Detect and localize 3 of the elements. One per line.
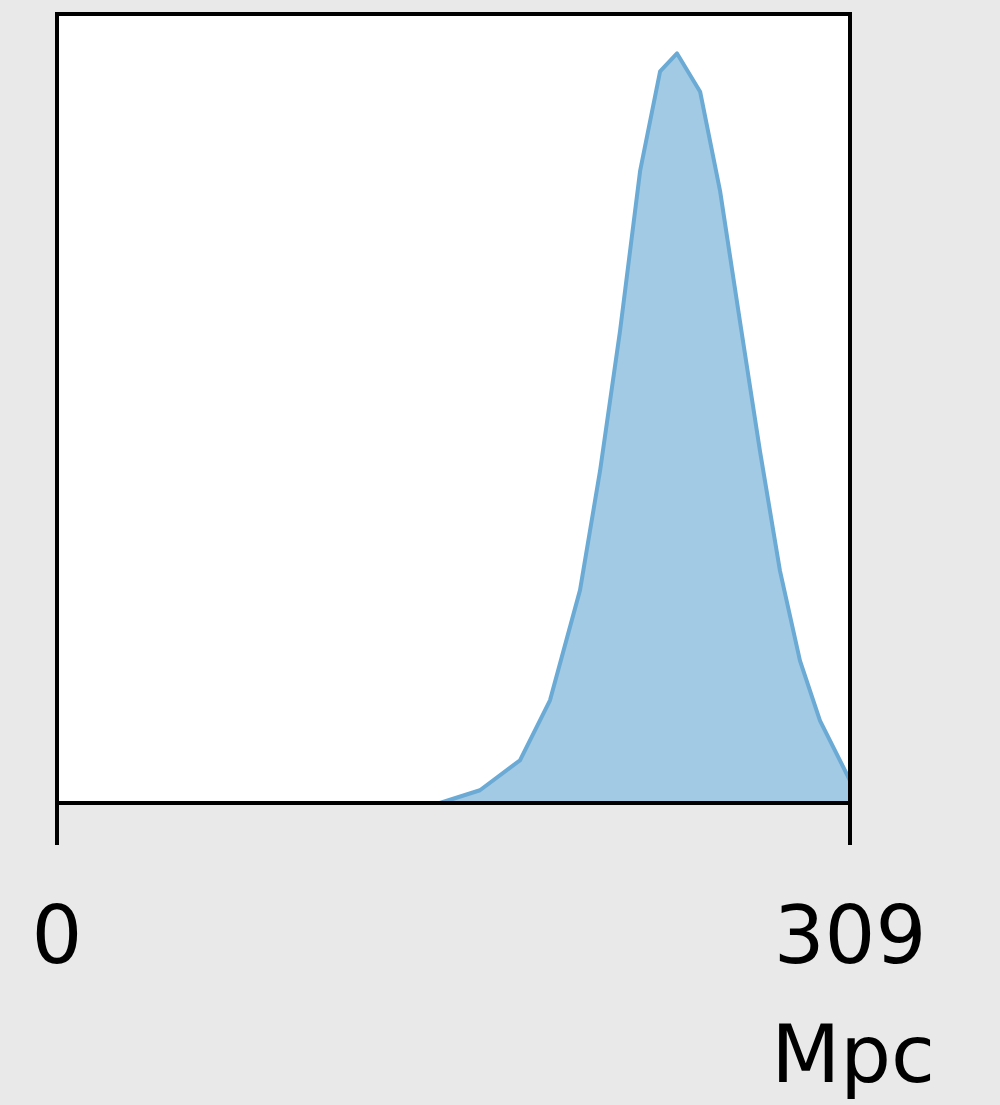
x-axis-title: Mpc [771,1008,935,1101]
x-tick-label: 309 [773,889,927,982]
x-tick-label: 0 [31,889,83,982]
